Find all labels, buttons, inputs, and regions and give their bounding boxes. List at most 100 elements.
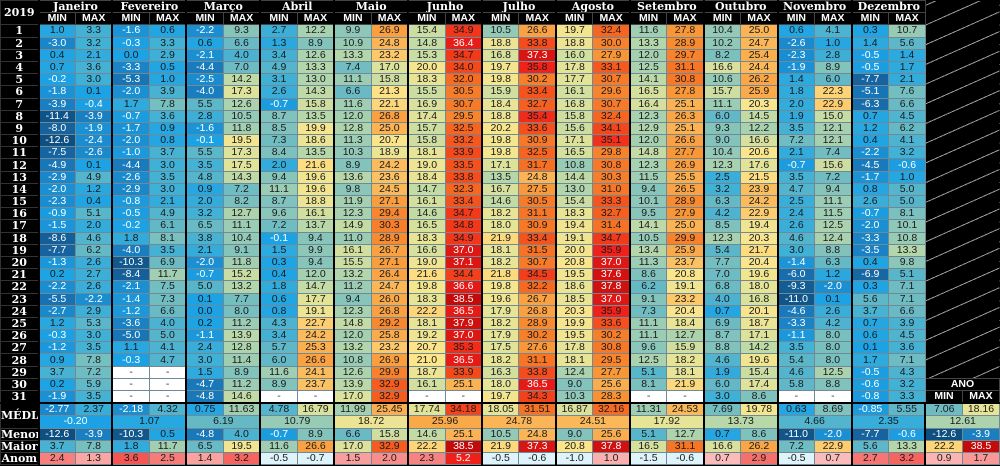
max-temp-cell: 26.6 [296, 353, 335, 367]
year-menor-max-cell: -3.9 [961, 427, 1000, 441]
max-temp-cell: 33.9 [444, 146, 483, 160]
min-temp-cell: -4.4 [111, 158, 150, 172]
max-temp-cell: 5.9 [74, 377, 113, 392]
min-temp-cell: 0.4 [259, 268, 298, 282]
max-temp-cell: 17.3 [222, 146, 261, 160]
min-temp-cell: 5.4 [776, 353, 816, 367]
max-temp-cell: 7.1 [888, 353, 926, 367]
avg-max-cell: 24.53 [666, 402, 705, 417]
max-temp-cell: 32.7 [518, 97, 557, 111]
max-temp-cell: 32.3 [444, 182, 483, 197]
max-temp-cell: 0.1 [814, 292, 853, 306]
year-max-header: MAX [961, 390, 1000, 404]
max-temp-cell: 24.7 [370, 280, 409, 294]
min-temp-cell: 4.8 [185, 170, 224, 184]
max-temp-cell: 31.4 [592, 219, 631, 233]
min-temp-cell: -8.6 [37, 231, 76, 245]
month-header: Maio [333, 0, 409, 14]
min-temp-cell: -11.0 [776, 292, 816, 306]
min-temp-cell: 4.2 [702, 207, 742, 221]
min-temp-cell: 7.3 [628, 304, 668, 318]
max-temp-cell: 20.4 [740, 255, 779, 270]
min-temp-cell: 19.2 [407, 329, 446, 343]
day-label: 19 [0, 243, 39, 257]
max-temp-cell: 24.8 [518, 170, 557, 184]
day-label: 7 [0, 97, 39, 111]
min-temp-cell: 14.1 [628, 219, 668, 233]
min-temp-cell: 14.6 [481, 194, 520, 209]
max-temp-cell: 26.8 [518, 304, 557, 318]
min-temp-cell: 0.0 [185, 304, 224, 318]
min-temp-cell: 17.9 [481, 304, 520, 318]
max-temp-cell: 13.7 [296, 219, 335, 233]
min-temp-cell: 0.6 [185, 36, 224, 50]
max-temp-cell: 14.5 [740, 109, 779, 123]
min-temp-cell: -1.4 [111, 292, 150, 306]
min-temp-cell: 12.3 [333, 207, 372, 221]
maior-min-cell: 16.5 [628, 439, 668, 453]
min-temp-cell: 18.1 [554, 353, 594, 367]
year-avg-min-cell: 7.06 [924, 402, 963, 417]
min-temp-cell: 18.0 [481, 219, 520, 233]
max-header: MAX [518, 12, 557, 26]
max-temp-cell: 15.2 [222, 268, 261, 282]
day-row: 9 -8.0 -1.9 -1.7 0.9 -1.6 11.8 8.5 19.9 12.8 25.0 1… [0, 121, 1000, 136]
min-temp-cell: 0.7 [37, 60, 76, 75]
menor-min-cell: -11.0 [776, 427, 816, 441]
max-temp-cell: 7.2 [74, 365, 113, 379]
min-temp-cell: 0.4 [850, 255, 890, 270]
min-temp-cell: 16.6 [702, 60, 742, 75]
day-row: 3 0.4 2.1 0.0 2.9 -2.1 4.0 3.4 12.6 13.3 23.2 15.3 3… [0, 48, 1000, 62]
max-temp-cell: 4.5 [888, 109, 926, 123]
min-temp-cell: 10.3 [554, 390, 594, 404]
max-temp-cell: 26.4 [370, 268, 409, 282]
max-temp-cell: 32.4 [592, 24, 631, 38]
min-temp-cell: 4.6 [776, 365, 816, 379]
day-row: 1 1.0 3.3 -1.6 0.6 -2.2 9.3 2.7 12.2 9.9 26.9 15.4 3… [0, 24, 1000, 38]
anom-max-cell: -0.6 [666, 451, 705, 466]
min-temp-cell: 15.8 [554, 109, 594, 123]
min-temp-cell: -0.5 [850, 60, 890, 75]
max-temp-cell: 34.7 [592, 231, 631, 245]
max-temp-cell: 27.1 [370, 194, 409, 209]
media-label: MÉDIA [0, 402, 39, 429]
month-header: Dezembro [850, 0, 926, 14]
maior-max-cell: 32.9 [370, 439, 409, 453]
min-temp-cell: 10.9 [333, 36, 372, 50]
min-temp-cell: 18.3 [407, 292, 446, 306]
max-temp-cell: 32.7 [592, 207, 631, 221]
max-temp-cell: 18.2 [666, 353, 705, 367]
day-label: 15 [0, 194, 39, 209]
anom-max-cell: 3.2 [888, 451, 926, 466]
min-temp-cell: 1.7 [111, 97, 150, 111]
max-temp-cell: 7.3 [148, 292, 187, 306]
max-header: MAX [148, 12, 187, 26]
min-temp-cell: -8.4 [111, 268, 150, 282]
max-temp-cell: -2.2 [74, 292, 113, 306]
min-temp-cell: -2.3 [776, 48, 816, 62]
max-temp-cell: 33.2 [444, 134, 483, 148]
max-header: MAX [814, 12, 853, 26]
max-temp-cell: 6.6 [148, 304, 187, 318]
year-avg-cell: 12.61 [924, 415, 1000, 429]
min-temp-cell: 18.1 [407, 316, 446, 331]
min-temp-cell: 15.3 [407, 48, 446, 62]
min-temp-cell: 19.0 [407, 255, 446, 270]
min-temp-cell: -4.8 [185, 390, 224, 404]
maior-max-cell: 26.2 [740, 439, 779, 453]
avg-min-cell: 4.78 [259, 402, 298, 417]
max-temp-cell: 30.7 [518, 255, 557, 270]
max-temp-cell: 11.1 [814, 194, 853, 209]
max-temp-cell: 19.6 [296, 170, 335, 184]
max-temp-cell: 15.8 [296, 97, 335, 111]
min-temp-cell: 16.8 [481, 48, 520, 62]
min-temp-cell: 16.4 [628, 97, 668, 111]
max-temp-cell: 7.1 [888, 292, 926, 306]
max-temp-cell: 23.2 [666, 292, 705, 306]
avg-cell: 2.35 [850, 415, 926, 429]
max-temp-cell: 19.1 [666, 280, 705, 294]
maior-min-cell: 20.8 [554, 439, 594, 453]
min-temp-cell: -1.6 [111, 24, 150, 38]
avg-min-cell: 17.74 [407, 402, 446, 417]
min-temp-cell: 2.8 [185, 109, 224, 123]
